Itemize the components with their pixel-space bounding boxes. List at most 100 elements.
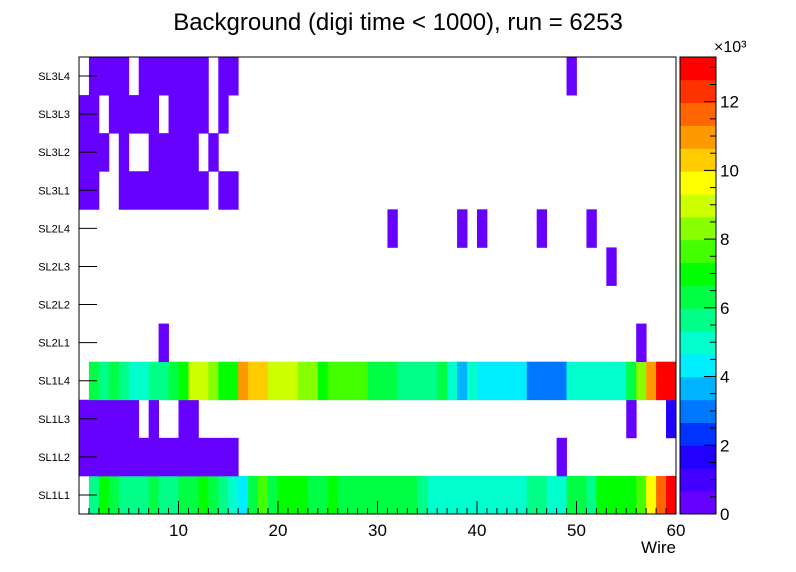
heatmap-cell [238,361,249,401]
heatmap-cell [307,361,319,401]
heatmap-cell [427,361,438,401]
heatmap-cell [208,133,219,172]
heatmap-cell [357,475,368,515]
y-tick-label: SL1L1 [38,490,70,502]
y-axis: SL1L1 SL1L2 SL1L3 SL1L4 SL2L1 SL2L2 SL2L3 SL2L4… [38,71,97,502]
heatmap-cell [128,95,140,134]
heatmap-cell [148,133,159,172]
colorbar-segment [680,331,716,355]
heatmap-cell [158,475,169,515]
heatmap-cell [477,361,488,401]
heatmap-cell [228,437,239,477]
heatmap-cell [108,475,120,515]
heatmap-cell [606,247,617,286]
heatmap-cell [198,361,209,401]
heatmap-cell [148,475,159,515]
heatmap-cell [128,361,140,401]
heatmap-cell [128,437,140,477]
heatmap-cell [218,171,229,210]
colorbar-tick-label: 10 [720,161,739,180]
colorbar-segment [680,216,716,241]
heatmap-cell [387,209,398,248]
y-tick-label: SL2L1 [38,338,70,350]
heatmap-cell [447,361,458,401]
heatmap-cell [457,361,468,401]
colorbar-segment [680,491,716,515]
heatmap-cell [417,361,428,401]
heatmap-cell [118,133,130,172]
heatmap-cell [506,475,518,515]
heatmap-cell [477,475,488,515]
heatmap-cell [616,475,627,515]
heatmap-cell [168,171,179,210]
heatmap-cell [138,437,150,477]
heatmap-cell [218,361,229,401]
colorbar-tick-label: 2 [720,436,729,455]
colorbar-tick-label: 4 [720,368,729,387]
heatmap-cell [218,475,229,515]
colorbar-segment [680,376,716,401]
x-tick-label: 40 [468,521,487,540]
heatmap-cell [108,95,120,134]
heatmap-cell [268,361,279,401]
heatmap-cell [297,475,309,515]
heatmap-cell [188,361,199,401]
colorbar-segment [680,285,716,309]
colorbar-segment [680,399,716,423]
heatmap-cell [576,475,587,515]
heatmap-cell [417,475,428,515]
heatmap-cell [357,361,368,401]
colorbar-frame [679,56,717,515]
heatmap-cell [158,171,169,210]
colorbar-segment [680,125,716,149]
heatmap-cell [407,361,418,401]
heatmap-cell [586,361,597,401]
colorbar-segment [680,79,716,104]
heatmap-cell [118,57,130,96]
heatmap-cell [108,57,120,96]
heatmap-cell [248,475,259,515]
heatmap-cell [536,475,548,515]
heatmap-cell [238,475,249,515]
heatmap-cell [566,475,577,515]
heatmap-cell [148,361,159,401]
heatmap-cell [486,361,498,401]
heatmap-cell [327,475,339,515]
heatmap-cell [437,361,448,401]
heatmap-cell [158,57,169,96]
heatmap-cell [148,399,159,439]
heatmap-cell [178,171,189,210]
heatmap-cell [347,475,358,515]
heatmap-cell [168,95,179,134]
heatmap-cell [656,475,667,515]
colorbar: 0 2 4 6 8 10 12 [679,56,739,524]
heatmap-cell [576,361,587,401]
heatmap-cell [188,133,199,172]
heatmap-cell [218,95,229,134]
y-tick-label: SL3L1 [38,185,70,197]
heatmap-cell [198,437,209,477]
heatmap-cell [218,437,229,477]
heatmap-cell [278,475,289,515]
x-tick-label: 60 [667,521,686,540]
heatmap-cell [158,323,169,363]
heatmap-cell [586,475,597,515]
heatmap-cell [228,57,239,96]
x-tick-label: 10 [169,521,188,540]
heatmap-cell [486,475,498,515]
heatmap-cell [228,171,239,210]
heatmap-cell [188,475,199,515]
heatmap-cell [98,57,110,96]
heatmap-cell [198,171,209,210]
heatmap-cells [79,57,677,515]
heatmap-cell [98,399,110,439]
heatmap-cell [506,361,518,401]
x-axis-label: Wire [641,538,676,557]
heatmap-cell [118,399,130,439]
heatmap-cell [287,475,299,515]
heatmap-cell [317,475,329,515]
heatmap-cell [178,361,189,401]
colorbar-segment [680,148,716,172]
heatmap-cell [496,475,508,515]
